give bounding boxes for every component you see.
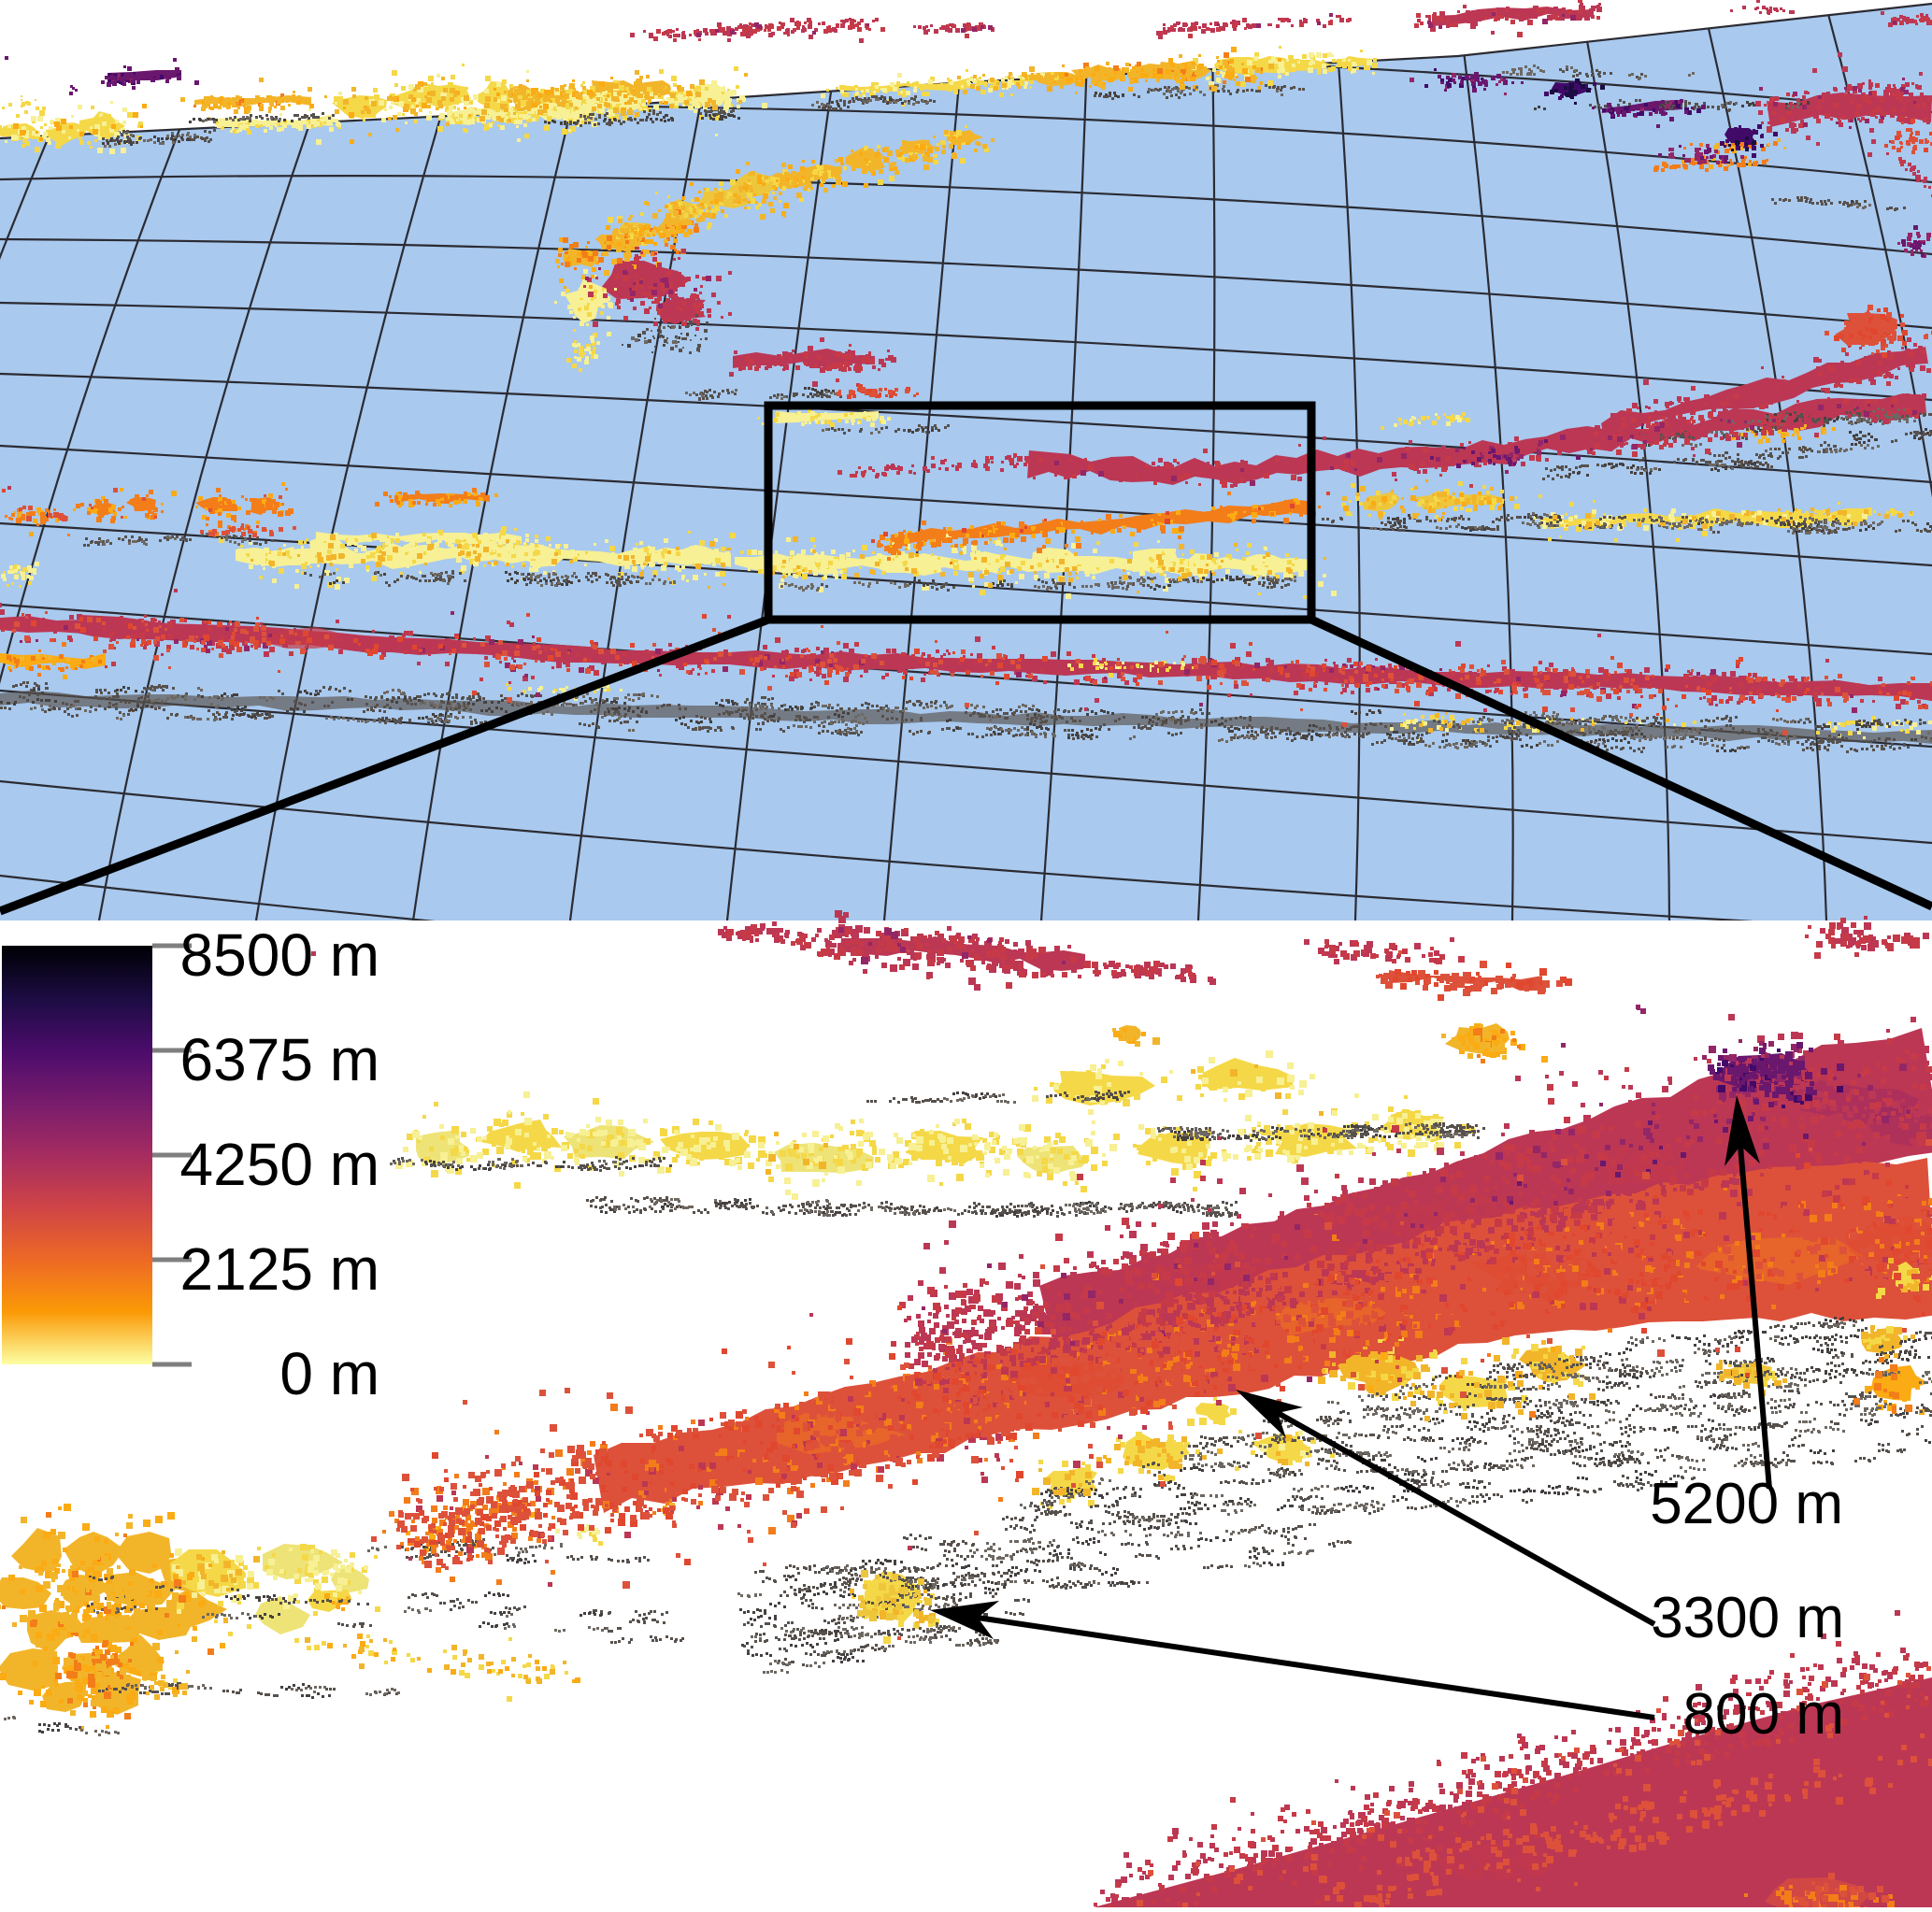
svg-text:0 m: 0 m	[279, 1340, 379, 1407]
svg-text:6375 m: 6375 m	[180, 1026, 379, 1093]
svg-text:5200 m: 5200 m	[1650, 1472, 1843, 1536]
svg-text:4250 m: 4250 m	[180, 1131, 379, 1198]
svg-text:2125 m: 2125 m	[180, 1235, 379, 1303]
svg-text:800 m: 800 m	[1683, 1682, 1844, 1747]
svg-text:3300 m: 3300 m	[1651, 1586, 1844, 1650]
svg-text:8500 m: 8500 m	[180, 921, 379, 989]
